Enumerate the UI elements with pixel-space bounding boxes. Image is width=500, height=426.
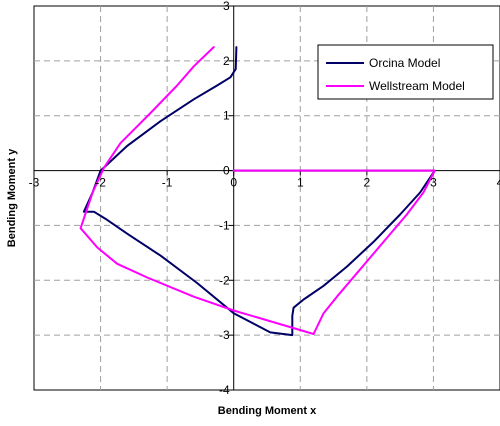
x-tick-label: 1 bbox=[297, 176, 304, 190]
legend-label-wellstream: Wellstream Model bbox=[369, 79, 465, 93]
y-tick-label: 2 bbox=[223, 54, 230, 68]
y-tick-label: 1 bbox=[223, 109, 230, 123]
legend-label-orcina: Orcina Model bbox=[369, 56, 440, 70]
legend: Orcina Model Wellstream Model bbox=[317, 44, 494, 100]
tick-labels: -3 -2 -1 0 1 2 3 4 -4 -3 -2 -1 0 1 2 3 bbox=[29, 0, 500, 397]
y-tick-label: -2 bbox=[219, 273, 230, 287]
series-line-wellstream bbox=[79, 46, 436, 335]
x-tick-label: 0 bbox=[230, 176, 237, 190]
series-layer bbox=[79, 46, 436, 337]
y-tick-label: -3 bbox=[219, 328, 230, 342]
y-tick-label: -4 bbox=[219, 383, 230, 397]
x-tick-label: 4 bbox=[497, 176, 500, 190]
x-tick-label: 2 bbox=[364, 176, 371, 190]
x-tick-label: 3 bbox=[430, 176, 437, 190]
x-tick-label: -1 bbox=[162, 176, 173, 190]
y-tick-label: -1 bbox=[219, 218, 230, 232]
grid-lines bbox=[34, 6, 500, 390]
x-tick-label: -2 bbox=[95, 176, 106, 190]
legend-box bbox=[317, 44, 494, 100]
x-tick-label: -3 bbox=[29, 176, 40, 190]
x-axis-title: Bending Moment x bbox=[218, 405, 317, 417]
y-tick-label: 3 bbox=[223, 0, 230, 13]
y-tick-label: 0 bbox=[223, 164, 230, 178]
y-axis-title: Bending Moment y bbox=[6, 148, 18, 247]
series-line-orcina bbox=[82, 46, 436, 337]
